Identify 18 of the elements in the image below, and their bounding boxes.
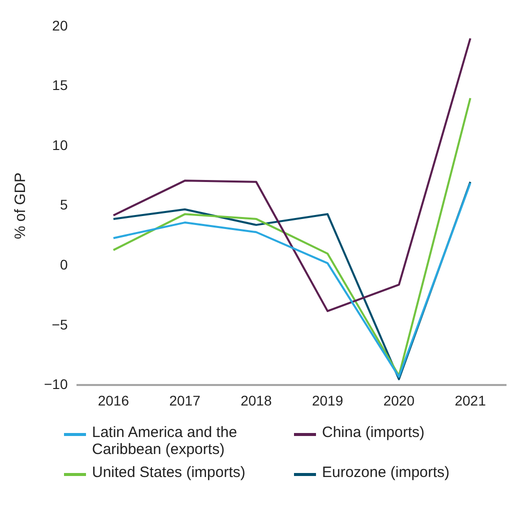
y-tick-label: −10: [44, 376, 68, 392]
legend-label: United States (imports): [92, 464, 246, 481]
x-tick-label: 2019: [312, 392, 344, 408]
y-tick-label: 15: [52, 77, 68, 94]
y-axis-title: % of GDP: [12, 172, 30, 240]
y-tick-label: 0: [60, 256, 68, 272]
y-tick-label: 10: [52, 136, 68, 153]
legend-label: Latin America and the Caribbean (exports): [92, 424, 238, 458]
legend-label: Eurozone (imports): [322, 464, 450, 481]
x-tick-label: 2017: [169, 392, 201, 408]
x-tick-label: 2018: [240, 392, 272, 408]
x-tick-label: 2016: [98, 392, 130, 408]
y-tick-label: −5: [52, 316, 68, 332]
legend-label: China (imports): [322, 424, 425, 441]
y-tick-label: 20: [52, 17, 68, 34]
x-tick-label: 2021: [454, 392, 486, 408]
y-tick-label: 5: [60, 196, 68, 213]
x-tick-label: 2020: [383, 392, 415, 408]
